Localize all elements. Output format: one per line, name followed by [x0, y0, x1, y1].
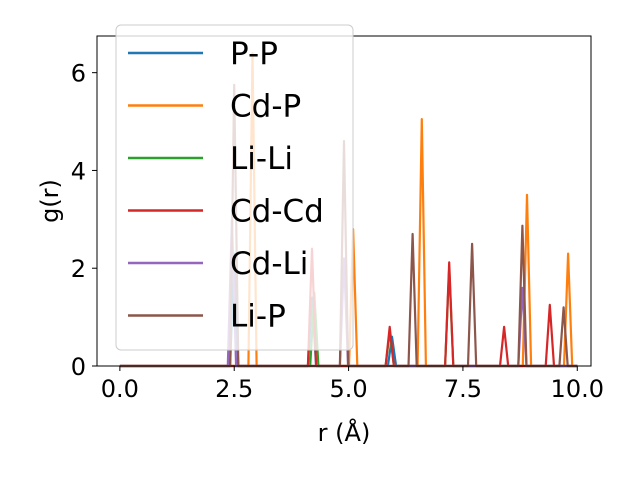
- y-axis: 0 2 4 6: [71, 60, 97, 381]
- x-tick-label: 7.5: [444, 375, 482, 403]
- x-tick-label: 0.0: [101, 375, 139, 403]
- legend-label-li-li: Li-Li: [230, 141, 293, 177]
- y-tick-label: 6: [71, 60, 86, 88]
- x-tick-label: 10.0: [551, 375, 604, 403]
- legend-label-li-p: Li-P: [230, 299, 286, 335]
- legend-label-cd-li: Cd-Li: [230, 246, 308, 282]
- legend-label-cd-p: Cd-P: [230, 89, 301, 125]
- legend-label-cd-cd: Cd-Cd: [230, 194, 324, 230]
- y-axis-label: g(r): [36, 179, 64, 223]
- y-tick-label: 4: [71, 157, 86, 185]
- legend: P-P Cd-P Li-Li Cd-Cd Cd-Li Li-P: [115, 24, 354, 351]
- x-tick-label: 2.5: [215, 375, 253, 403]
- legend-label-p-p: P-P: [230, 36, 278, 72]
- x-tick-label: 5.0: [329, 375, 367, 403]
- x-axis: 0.0 2.5 5.0 7.5 10.0: [101, 366, 604, 403]
- x-axis-label: r (Å): [318, 418, 371, 447]
- y-tick-label: 0: [71, 353, 86, 381]
- y-tick-label: 2: [71, 255, 86, 283]
